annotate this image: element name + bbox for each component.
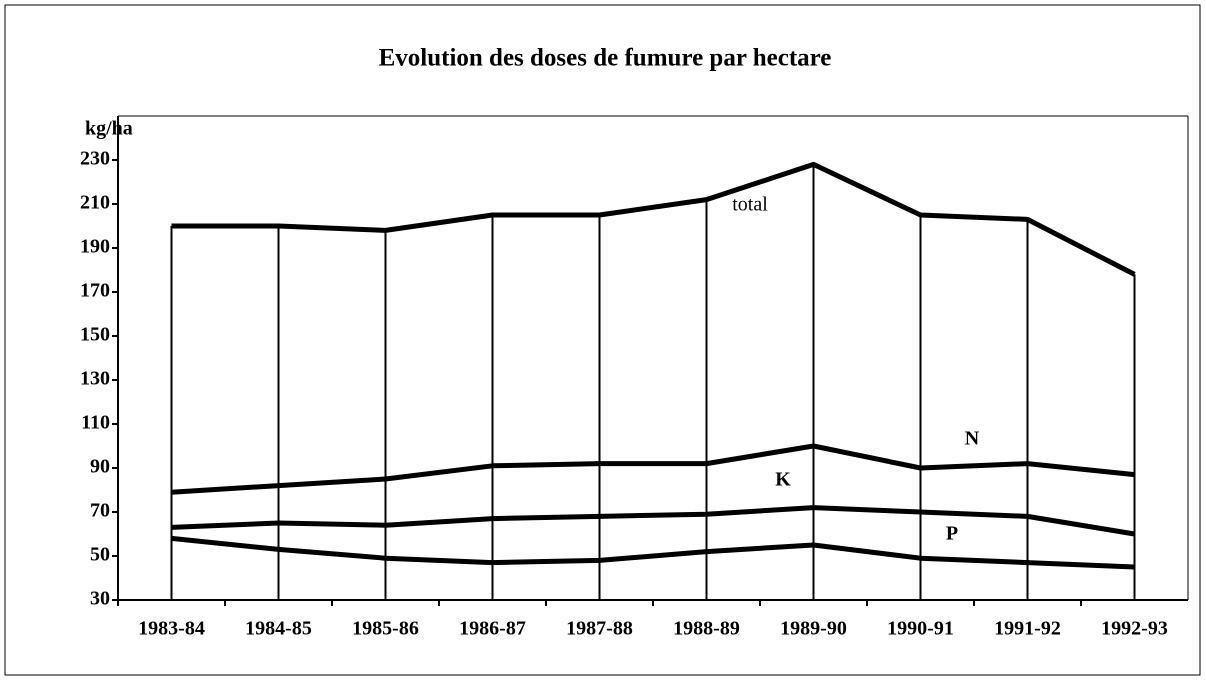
x-tick-label: 1991-92 xyxy=(994,618,1061,640)
y-tick-label: 90 xyxy=(90,456,110,478)
series-line xyxy=(171,505,1135,537)
series-line xyxy=(171,161,1136,277)
x-tick-label: 1987-88 xyxy=(566,618,633,640)
series-label: N xyxy=(965,428,980,450)
y-tick-label: 230 xyxy=(80,148,110,170)
y-tick-label: 210 xyxy=(80,192,110,214)
x-tick-label: 1990-91 xyxy=(887,618,954,640)
chart-title: Evolution des doses de fumure par hectar… xyxy=(379,45,832,72)
y-tick-label: 30 xyxy=(90,588,110,610)
frame xyxy=(4,4,1201,676)
x-tick-label: 1983-84 xyxy=(138,618,205,640)
y-tick-label: 50 xyxy=(90,544,110,566)
series-label: K xyxy=(775,469,791,491)
x-tick-label: 1985-86 xyxy=(352,618,419,640)
y-tick-label: 70 xyxy=(90,500,110,522)
x-tick-label: 1988-89 xyxy=(673,618,740,640)
x-tick-label: 1989-90 xyxy=(780,618,847,640)
y-tick-label: 110 xyxy=(81,412,110,434)
x-tick-label: 1984-85 xyxy=(245,618,312,640)
series-label: total xyxy=(732,194,768,216)
series-label: P xyxy=(946,523,958,545)
series-line xyxy=(171,535,1135,570)
x-tick-label: 1986-87 xyxy=(459,618,526,640)
y-axis-label: kg/ha xyxy=(85,118,133,140)
y-tick-label: 170 xyxy=(80,280,110,302)
y-tick-label: 150 xyxy=(80,324,110,346)
y-tick-label: 130 xyxy=(80,368,110,390)
series-line xyxy=(171,443,1135,495)
x-tick-label: 1992-93 xyxy=(1101,618,1168,640)
y-tick-label: 190 xyxy=(80,236,110,258)
